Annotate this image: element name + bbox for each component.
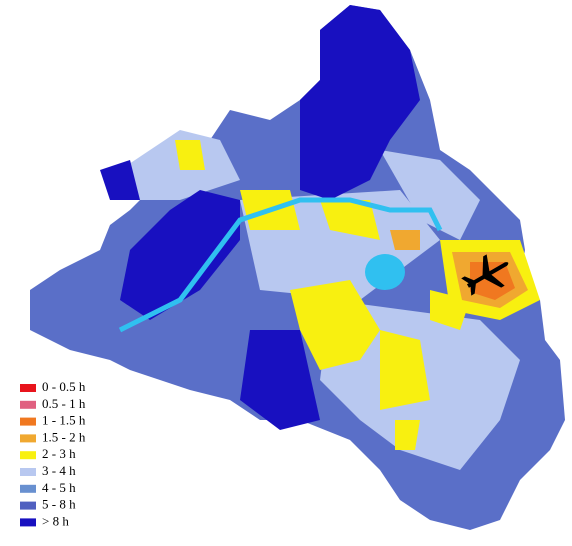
legend-swatch [20, 434, 36, 443]
legend-label: 4 - 5 h [42, 480, 76, 495]
legend-swatch [20, 451, 36, 460]
legend-label: > 8 h [42, 513, 69, 528]
legend-label: 3 - 4 h [42, 463, 76, 478]
river [118, 197, 443, 333]
legend-label: 0.5 - 1 h [42, 396, 86, 411]
region-dark [240, 330, 320, 430]
region-orange [390, 230, 420, 250]
region-dark [120, 190, 240, 320]
region-yellow [175, 140, 205, 170]
legend-label: 5 - 8 h [42, 497, 76, 512]
legend-swatch [20, 501, 36, 510]
region-dark [300, 5, 420, 200]
legend-swatch [20, 518, 36, 527]
legend-label: 0 - 0.5 h [42, 379, 86, 394]
legend-label: 1 - 1.5 h [42, 413, 86, 428]
region-light [380, 150, 480, 240]
region-yellow [395, 420, 420, 450]
region-yellow [290, 280, 380, 370]
legend-swatch [20, 484, 36, 493]
legend-swatch [20, 384, 36, 392]
region-yellow [320, 200, 380, 240]
region-dark [100, 160, 140, 200]
legend-label: 2 - 3 h [42, 446, 76, 461]
legend-swatch [20, 468, 36, 476]
airport-icon [461, 254, 509, 296]
lake [365, 254, 405, 290]
legend: 0 - 0.5 h 0.5 - 1 h 1 - 1.5 h1.5 - 2 h 2 - … [20, 379, 86, 528]
legend-label: 1.5 - 2 h [42, 429, 86, 444]
legend-swatch [20, 400, 36, 409]
legend-swatch [20, 417, 36, 426]
region-yellow [380, 330, 430, 410]
